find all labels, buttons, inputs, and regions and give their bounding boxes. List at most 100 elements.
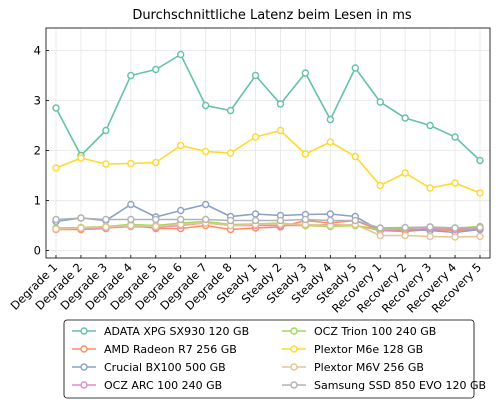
data-point — [102, 126, 110, 135]
data-point — [426, 232, 434, 241]
series-line — [55, 222, 481, 238]
data-point — [152, 222, 160, 231]
data-point — [127, 200, 135, 209]
legend-item: Plextor M6V 256 GB — [282, 361, 424, 374]
data-point — [201, 215, 210, 224]
data-point — [251, 210, 260, 218]
data-point — [476, 223, 484, 232]
series — [52, 50, 484, 165]
plot-frame — [45, 27, 491, 259]
series-line — [55, 53, 481, 162]
legend-marker — [80, 363, 88, 371]
data-point — [376, 181, 384, 190]
data-point — [426, 121, 434, 130]
data-point — [226, 106, 235, 115]
legend-marker — [80, 381, 88, 389]
data-point — [102, 215, 110, 224]
data-point — [152, 65, 160, 74]
series-line — [55, 222, 481, 232]
data-point — [77, 154, 85, 162]
data-point — [426, 184, 434, 192]
series-line — [55, 129, 481, 194]
legend-marker — [290, 363, 298, 371]
data-point — [401, 114, 409, 122]
data-point — [326, 210, 335, 218]
data-point — [251, 133, 260, 141]
data-point — [401, 169, 409, 177]
legend-label: Plextor M6V 256 GB — [314, 361, 424, 374]
data-point — [426, 223, 434, 231]
y-tick-label: 3 — [34, 94, 41, 108]
data-point — [351, 216, 359, 225]
data-point — [326, 216, 335, 225]
data-point — [276, 126, 285, 135]
y-tick-label: 1 — [34, 194, 41, 208]
data-point — [177, 50, 185, 59]
series — [52, 219, 484, 241]
data-point — [102, 160, 110, 168]
data-point — [152, 158, 160, 167]
series-line — [55, 217, 481, 229]
data-point — [201, 101, 210, 110]
legend-label: Samsung SSD 850 EVO 120 GB — [314, 379, 486, 392]
legend-marker — [80, 327, 88, 335]
legend-item: Plextor M6e 128 GB — [282, 343, 423, 356]
legend-item: ADATA XPG SX930 120 GB — [72, 325, 249, 338]
data-point — [251, 71, 260, 80]
legend-item: Crucial BX100 500 GB — [72, 361, 226, 374]
data-point — [376, 231, 384, 240]
y-axis-ticks: 0 1 2 3 4 — [34, 44, 49, 258]
data-point — [451, 133, 459, 141]
data-point — [127, 159, 135, 168]
data-point — [77, 224, 85, 232]
data-point — [251, 216, 260, 225]
series — [52, 126, 484, 197]
legend-item: OCZ ARC 100 240 GB — [72, 379, 222, 392]
data-point — [451, 179, 459, 187]
data-point — [301, 215, 310, 224]
y-tick-label: 2 — [34, 144, 41, 158]
data-point — [201, 200, 210, 209]
legend-label: Crucial BX100 500 GB — [104, 361, 226, 374]
data-point — [476, 232, 484, 241]
data-point — [451, 233, 459, 241]
data-point — [401, 223, 409, 232]
data-point — [376, 98, 384, 106]
data-point — [476, 156, 484, 165]
data-point — [376, 224, 384, 232]
y-tick-label: 4 — [34, 44, 41, 58]
data-point — [451, 224, 459, 232]
data-point — [226, 216, 235, 225]
legend-marker — [290, 381, 298, 389]
data-point — [177, 215, 185, 224]
data-point — [351, 64, 359, 72]
data-point — [177, 206, 185, 215]
legend-item: OCZ Trion 100 240 GB — [282, 325, 436, 338]
legend-item: Samsung SSD 850 EVO 120 GB — [282, 379, 486, 392]
legend-marker — [290, 345, 298, 353]
data-point — [276, 216, 285, 225]
legend-box — [63, 319, 475, 399]
data-point — [177, 141, 185, 150]
data-point — [351, 152, 359, 161]
y-tick-label: 0 — [34, 244, 41, 258]
legend-label: ADATA XPG SX930 120 GB — [104, 325, 249, 338]
series-lines — [52, 50, 484, 241]
legend-label: OCZ Trion 100 240 GB — [314, 325, 436, 338]
legend-label: Plextor M6e 128 GB — [314, 343, 423, 356]
legend-label: OCZ ARC 100 240 GB — [104, 379, 222, 392]
data-point — [476, 189, 484, 197]
data-point — [226, 149, 235, 157]
legend-marker — [290, 327, 298, 335]
data-point — [127, 215, 135, 224]
data-point — [102, 223, 110, 231]
data-point — [52, 104, 60, 112]
data-point — [326, 138, 335, 146]
series — [52, 200, 484, 237]
legend-item: AMD Radeon R7 256 GB — [72, 343, 237, 356]
data-point — [77, 214, 85, 222]
data-point — [52, 225, 60, 233]
data-point — [127, 221, 135, 230]
